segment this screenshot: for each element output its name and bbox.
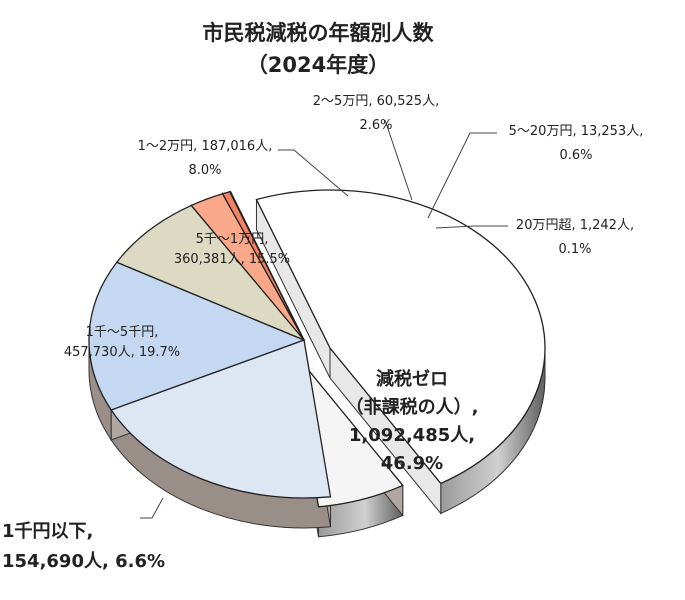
data-label-0-line-1: （非課税の人）, — [346, 396, 479, 418]
pie-slice-2 — [110, 339, 332, 499]
data-label-5-line-1: 2.6% — [359, 118, 392, 133]
pie-slice-0 — [255, 189, 546, 485]
chart-title: 市民税減税の年額別人数 — [203, 21, 435, 45]
pie-slice-3 — [88, 261, 306, 411]
data-label-1-line-0: 1千円以下, — [2, 521, 93, 542]
pie-slice-7 — [228, 190, 305, 341]
data-label-2-line-0: 1千～5千円, — [86, 325, 159, 340]
data-label-4-line-0: 1～2万円, 187,016人, — [138, 139, 273, 154]
leader-line-3 — [427, 132, 497, 219]
data-label-2-line-1: 457,730人, 19.7% — [64, 345, 180, 360]
data-label-0-line-0: 減税ゼロ — [376, 368, 448, 390]
leader-line-1 — [278, 149, 349, 197]
chart-subtitle: （2024年度） — [247, 53, 389, 77]
data-label-6-line-1: 0.6% — [559, 148, 592, 163]
data-label-3-line-0: 5千～1万円, — [196, 232, 269, 247]
data-label-3-line-1: 360,381人, 15.5% — [174, 252, 290, 267]
data-label-0-line-3: 46.9% — [381, 453, 443, 474]
data-label-7-line-0: 20万円超, 1,242人, — [516, 218, 634, 233]
leader-line-2 — [384, 119, 413, 201]
leader-line-0 — [140, 497, 164, 519]
data-label-4-line-1: 8.0% — [188, 163, 221, 178]
data-label-1-line-1: 154,690人, 6.6% — [2, 551, 165, 572]
data-label-6-line-0: 5～20万円, 13,253人, — [509, 124, 644, 139]
leader-line-4 — [435, 225, 508, 229]
pie-slice-4 — [115, 204, 305, 341]
data-label-5-line-0: 2～5万円, 60,525人, — [313, 94, 439, 109]
data-label-7-line-1: 0.1% — [558, 242, 591, 257]
data-label-0-line-2: 1,092,485人, — [349, 425, 475, 446]
